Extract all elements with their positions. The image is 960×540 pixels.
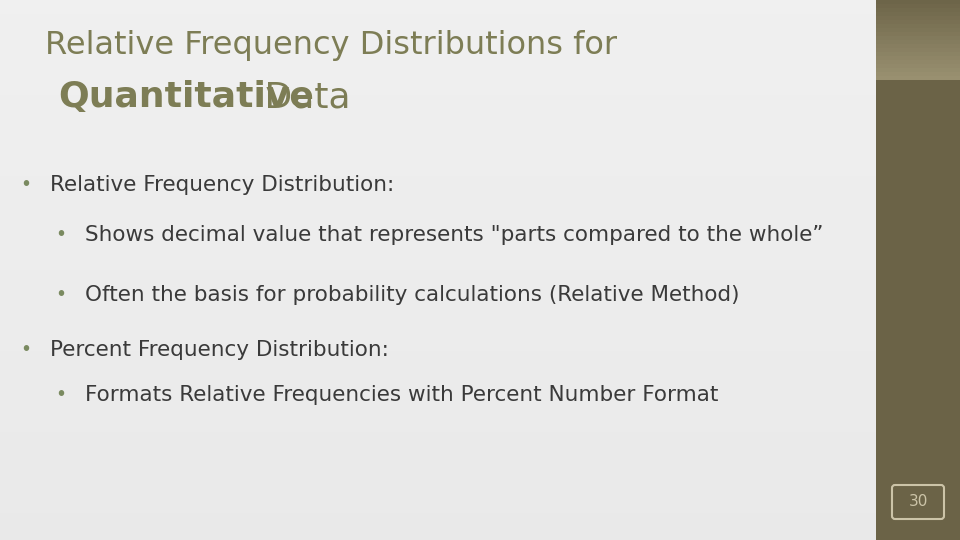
Text: Often the basis for probability calculations (Relative Method): Often the basis for probability calculat… bbox=[85, 285, 739, 305]
Bar bbox=[0, 459, 876, 472]
FancyBboxPatch shape bbox=[892, 485, 944, 519]
Text: Relative Frequency Distribution:: Relative Frequency Distribution: bbox=[50, 175, 395, 195]
Bar bbox=[876, 16, 960, 20]
Text: •: • bbox=[20, 175, 31, 194]
Bar bbox=[0, 243, 876, 256]
Text: •: • bbox=[55, 385, 66, 404]
Text: 30: 30 bbox=[908, 495, 927, 510]
Bar bbox=[0, 202, 876, 216]
Bar bbox=[0, 446, 876, 459]
Text: •: • bbox=[55, 285, 66, 304]
Bar bbox=[0, 297, 876, 310]
Bar bbox=[876, 56, 960, 60]
Bar bbox=[876, 36, 960, 40]
Bar bbox=[876, 40, 960, 44]
Bar bbox=[876, 0, 960, 4]
Bar bbox=[0, 216, 876, 229]
Bar bbox=[0, 176, 876, 189]
Bar bbox=[0, 81, 876, 94]
Text: Shows decimal value that represents "parts compared to the whole”: Shows decimal value that represents "par… bbox=[85, 225, 824, 245]
Bar bbox=[0, 472, 876, 486]
Bar bbox=[0, 94, 876, 108]
Bar bbox=[0, 418, 876, 432]
Bar bbox=[0, 230, 876, 243]
Bar bbox=[0, 162, 876, 176]
Text: •: • bbox=[55, 225, 66, 244]
Bar bbox=[0, 500, 876, 513]
Bar bbox=[0, 270, 876, 284]
Bar bbox=[876, 0, 960, 540]
Bar bbox=[0, 392, 876, 405]
Bar bbox=[0, 0, 876, 14]
Bar bbox=[0, 513, 876, 526]
Bar bbox=[876, 32, 960, 36]
Bar bbox=[0, 351, 876, 364]
Text: •: • bbox=[20, 340, 31, 359]
Bar bbox=[0, 148, 876, 162]
Bar bbox=[0, 256, 876, 270]
Bar bbox=[876, 52, 960, 56]
Bar bbox=[0, 364, 876, 378]
Text: Data: Data bbox=[253, 80, 350, 114]
Bar bbox=[876, 24, 960, 28]
Bar bbox=[876, 28, 960, 32]
Bar bbox=[0, 189, 876, 202]
Text: Quantitative: Quantitative bbox=[58, 80, 314, 114]
Bar bbox=[0, 40, 876, 54]
Bar bbox=[0, 310, 876, 324]
Bar bbox=[876, 44, 960, 48]
Bar bbox=[0, 135, 876, 148]
Bar bbox=[0, 378, 876, 392]
Bar bbox=[0, 486, 876, 500]
Bar bbox=[0, 284, 876, 297]
Bar bbox=[0, 54, 876, 68]
Bar bbox=[876, 72, 960, 76]
Bar bbox=[0, 68, 876, 81]
Bar bbox=[876, 64, 960, 68]
Bar bbox=[0, 122, 876, 135]
Text: Relative Frequency Distributions for: Relative Frequency Distributions for bbox=[45, 30, 617, 61]
Bar bbox=[0, 108, 876, 122]
Bar bbox=[876, 60, 960, 64]
Bar bbox=[876, 8, 960, 12]
Bar bbox=[876, 48, 960, 52]
Bar bbox=[0, 338, 876, 351]
Bar bbox=[0, 526, 876, 540]
Bar bbox=[0, 432, 876, 445]
Bar bbox=[876, 20, 960, 24]
Bar bbox=[876, 76, 960, 80]
Text: Percent Frequency Distribution:: Percent Frequency Distribution: bbox=[50, 340, 389, 360]
Bar bbox=[876, 4, 960, 8]
Bar bbox=[0, 405, 876, 418]
Bar bbox=[0, 27, 876, 40]
Bar bbox=[0, 324, 876, 338]
Bar bbox=[876, 68, 960, 72]
Bar bbox=[0, 14, 876, 27]
Text: Formats Relative Frequencies with Percent Number Format: Formats Relative Frequencies with Percen… bbox=[85, 385, 718, 405]
Bar bbox=[876, 12, 960, 16]
